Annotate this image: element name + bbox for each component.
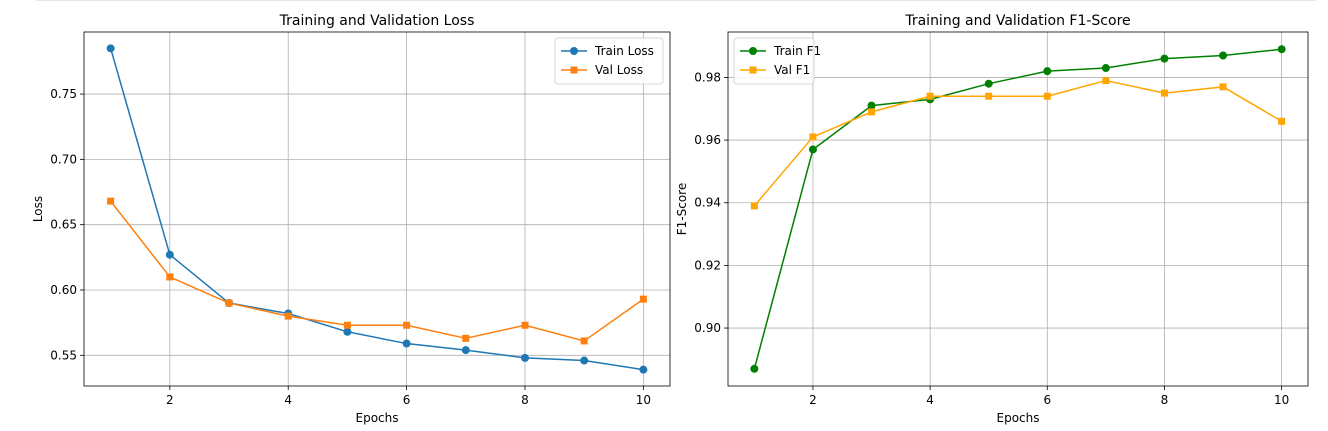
series-line — [110, 200, 644, 342]
plot-frame — [83, 31, 671, 387]
data-point — [1102, 77, 1110, 85]
x-tick-label: 2 — [166, 393, 174, 407]
data-point — [343, 327, 352, 336]
data-point — [639, 365, 648, 374]
data-point — [106, 44, 115, 53]
x-tick-label: 2 — [809, 393, 817, 407]
data-point — [926, 92, 934, 100]
legend: Train F1 Val F1 — [733, 37, 821, 85]
legend-marker — [749, 66, 757, 74]
data-point — [166, 273, 174, 281]
x-tick-label: 4 — [926, 393, 934, 407]
x-tick-label: 6 — [403, 393, 411, 407]
data-point — [1043, 67, 1052, 76]
data-point — [1219, 51, 1228, 60]
x-tick-label: 8 — [1161, 393, 1169, 407]
data-point — [1101, 64, 1110, 73]
legend-marker — [570, 47, 578, 55]
y-tick-label: 0.98 — [694, 70, 721, 84]
x-tick-label: 4 — [284, 393, 292, 407]
legend-label: Train F1 — [773, 44, 821, 58]
x-axis-label: Epochs — [356, 411, 399, 425]
data-point — [225, 299, 233, 307]
data-point — [639, 295, 647, 303]
x-axis-label: Epochs — [997, 411, 1040, 425]
data-point — [1160, 89, 1168, 97]
legend-label: Val Loss — [595, 63, 643, 77]
data-point — [868, 108, 876, 116]
y-tick-label: 0.92 — [694, 258, 721, 272]
x-tick-label: 6 — [1043, 393, 1051, 407]
series-line — [109, 48, 644, 371]
legend-label: Train Loss — [594, 44, 654, 58]
plot-frame — [727, 31, 1309, 387]
data-point — [284, 312, 292, 320]
data-point — [808, 145, 817, 154]
chart-title: Training and Validation F1-Score — [904, 13, 1130, 29]
top-divider — [36, 0, 1316, 1]
legend: Train Loss Val Loss — [554, 37, 664, 85]
y-tick-label: 0.96 — [694, 133, 721, 147]
data-point — [403, 321, 411, 329]
legend-marker — [570, 66, 578, 74]
x-tick-label: 8 — [521, 393, 529, 407]
data-point — [750, 202, 758, 210]
legend-label: Val F1 — [774, 63, 810, 77]
y-axis-label: Loss — [31, 196, 45, 222]
data-point — [809, 133, 817, 141]
chart-2: 2 4 6 8 10 0.90 0.92 0.94 0.96 0.98 Training and V… — [675, 13, 1309, 425]
data-point — [1043, 92, 1051, 100]
data-point — [521, 321, 529, 329]
series-line — [753, 48, 1282, 369]
legend-box — [554, 37, 664, 85]
data-point — [1278, 117, 1286, 125]
data-point — [1219, 83, 1227, 91]
data-point — [867, 101, 876, 110]
series-line — [753, 79, 1283, 207]
y-tick-label: 0.55 — [50, 348, 77, 362]
series-2 — [750, 77, 1286, 210]
data-point — [985, 92, 993, 100]
y-tick-label: 0.75 — [50, 87, 77, 101]
series-1 — [750, 45, 1286, 373]
data-point — [107, 197, 115, 205]
data-point — [343, 321, 351, 329]
chart-title: Training and Validation Loss — [279, 13, 475, 29]
data-point — [580, 356, 589, 365]
series-1 — [106, 44, 648, 374]
y-tick-label: 0.90 — [694, 321, 721, 335]
data-point — [750, 364, 759, 373]
x-tick-label: 10 — [636, 393, 651, 407]
series-2 — [107, 197, 647, 345]
data-point — [402, 339, 411, 348]
x-tick-label: 10 — [1274, 393, 1289, 407]
y-tick-label: 0.94 — [694, 196, 721, 210]
data-point — [1160, 54, 1169, 63]
chart-1: 2 4 6 8 10 0.55 0.60 0.65 0.70 0.75 Training and V… — [31, 13, 671, 425]
y-tick-label: 0.70 — [50, 152, 77, 166]
data-point — [462, 334, 470, 342]
data-point — [984, 79, 993, 88]
data-point — [520, 353, 529, 362]
data-point — [165, 250, 174, 259]
y-tick-label: 0.65 — [50, 218, 77, 232]
legend-marker — [749, 47, 757, 55]
data-point — [1277, 45, 1286, 54]
data-point — [461, 346, 470, 355]
y-axis-label: F1-Score — [675, 183, 689, 235]
data-point — [580, 337, 588, 345]
y-tick-label: 0.60 — [50, 283, 77, 297]
